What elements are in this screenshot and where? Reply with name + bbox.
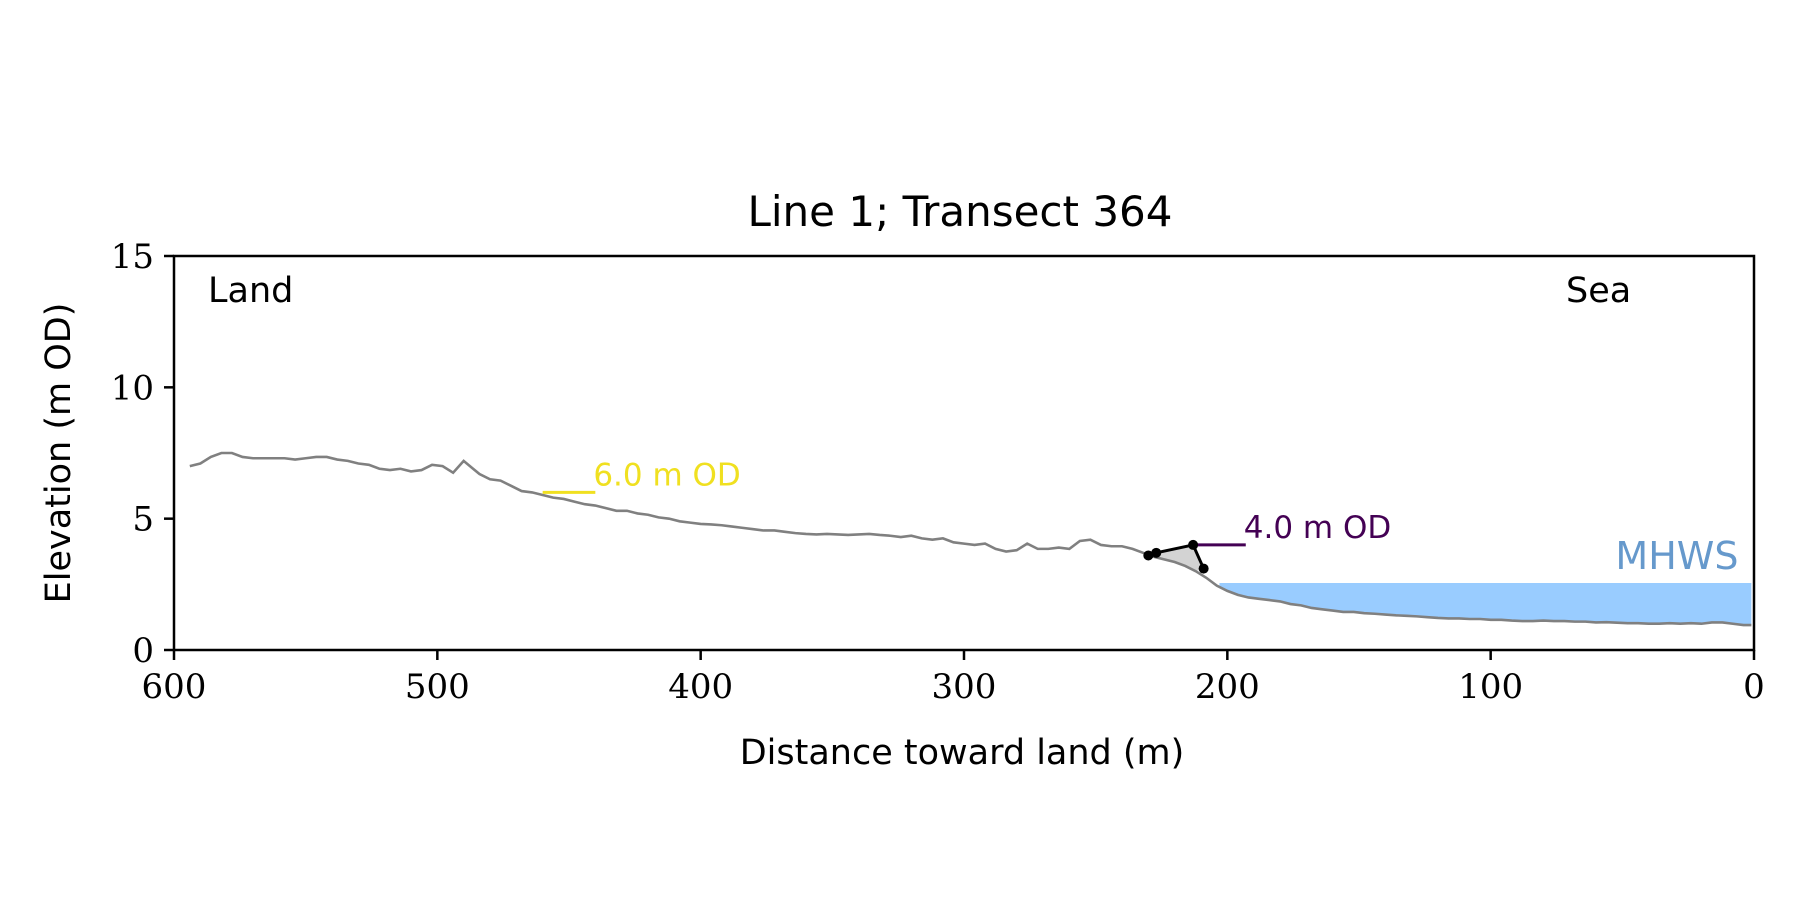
x-tick-label-100: 100 [1458, 667, 1523, 707]
y-tick-label-5: 5 [132, 500, 154, 540]
x-tick-label-200: 200 [1195, 667, 1260, 707]
y-tick-label-10: 10 [111, 368, 154, 408]
feature-point-0 [1143, 550, 1154, 561]
y-tick-label-15: 15 [111, 237, 154, 277]
mhws-label: MHWS [1615, 534, 1738, 578]
feature-point-1 [1151, 547, 1162, 558]
x-tick-label-400: 400 [668, 667, 733, 707]
water-layer: MHWS [1219, 534, 1752, 626]
mhws-water-area [1219, 583, 1752, 626]
sea-label: Sea [1566, 271, 1631, 311]
y-tick-label-0: 0 [132, 631, 154, 671]
x-axis-label: Distance toward land (m) [740, 733, 1185, 773]
tick-layer: 600 500 400 300 200 100 0 0 5 10 15 [111, 237, 1765, 707]
feature-shade [1148, 544, 1204, 572]
feature-shade-layer [1148, 544, 1204, 572]
contour-label-1: 4.0 m OD [1244, 510, 1391, 546]
feature-point-3 [1198, 563, 1209, 574]
land-label: Land [208, 271, 293, 311]
feature-layer [1143, 539, 1209, 574]
profile-line [189, 451, 1752, 627]
contour-label-0: 6.0 m OD [593, 457, 740, 493]
x-tick-label-500: 500 [405, 667, 470, 707]
x-tick-label-600: 600 [142, 667, 207, 707]
chart-title: Line 1; Transect 364 [747, 187, 1172, 236]
contour-layer: 6.0 m OD 4.0 m OD [542, 457, 1391, 547]
feature-point-2 [1188, 539, 1199, 550]
y-axis-label: Elevation (m OD) [39, 303, 79, 604]
profile-layer [189, 451, 1752, 627]
x-tick-label-0: 0 [1743, 667, 1765, 707]
x-tick-label-300: 300 [932, 667, 997, 707]
